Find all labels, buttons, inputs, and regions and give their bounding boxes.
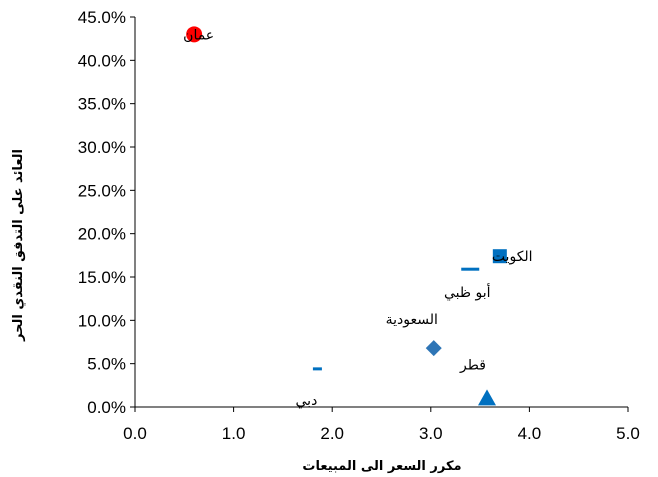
x-axis-title: مكرر السعر الى المبيعات <box>302 459 461 474</box>
x-tick-label: 3.0 <box>419 424 443 443</box>
data-point-label: الكويت <box>492 249 533 265</box>
data-point-label: أبو ظبي <box>444 283 491 301</box>
x-tick-label: 1.0 <box>222 424 246 443</box>
y-tick-label: 5.0% <box>87 355 126 374</box>
x-tick-label: 5.0 <box>616 424 640 443</box>
x-tick-label: 4.0 <box>518 424 542 443</box>
y-tick-label: 30.0% <box>78 138 126 157</box>
y-tick-label: 0.0% <box>87 398 126 417</box>
data-point-circle <box>186 26 203 43</box>
y-tick-label: 35.0% <box>78 95 126 114</box>
data-point-label: قطر <box>459 357 486 373</box>
data-point-diamond <box>425 340 442 357</box>
data-point-label: السعودية <box>386 312 438 328</box>
data-point-dash <box>461 267 480 271</box>
data-point-label: عمان <box>183 27 214 43</box>
data-point-triangle <box>478 389 497 406</box>
y-tick-label: 25.0% <box>78 181 126 200</box>
tick-labels: 0.0% 5.0% 10.0% 15.0% 20.0% 25.0% 30.0% 35.0% 40… <box>78 8 640 443</box>
y-tick-label: 45.0% <box>78 8 126 27</box>
data-point-dash <box>312 367 322 371</box>
axes <box>130 16 629 412</box>
y-axis-title: العائد على التدفق النقدي الحر <box>11 149 26 342</box>
y-tick-label: 15.0% <box>78 268 126 287</box>
data-points <box>186 26 507 406</box>
x-tick-label: 2.0 <box>320 424 344 443</box>
x-tick-label: 0.0 <box>123 424 147 443</box>
data-point-label: دبي <box>296 393 318 409</box>
point-labels: عمان الكويت أبو ظبي السعودية دبي قطر <box>183 27 532 409</box>
y-tick-label: 20.0% <box>78 225 126 244</box>
y-tick-label: 10.0% <box>78 311 126 330</box>
data-point-square <box>492 249 507 264</box>
y-tick-label: 40.0% <box>78 51 126 70</box>
